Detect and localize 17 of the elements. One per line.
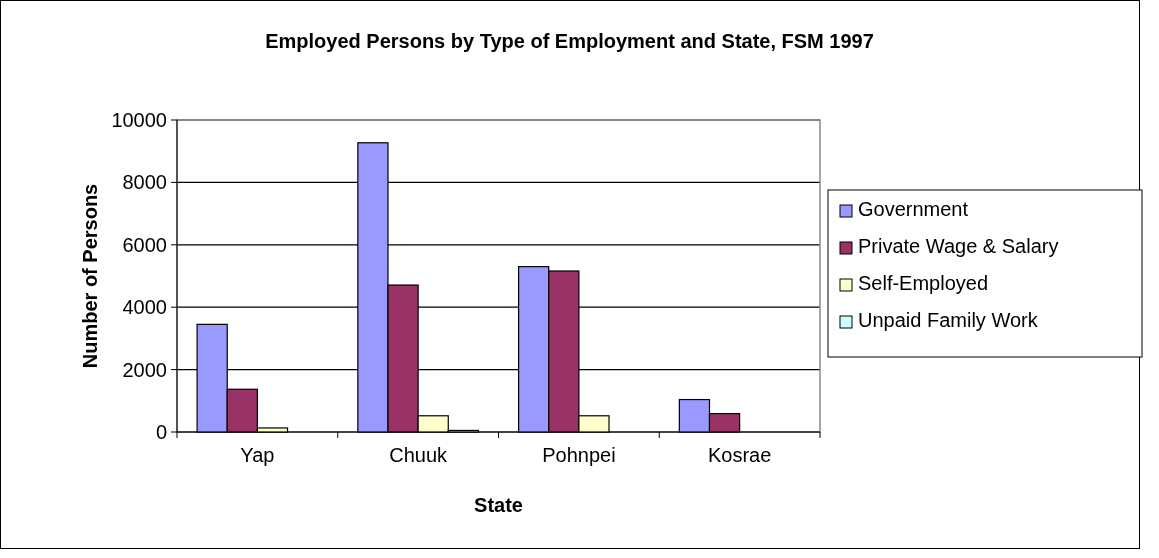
y-tick-label: 6000	[122, 233, 167, 256]
legend-label: Unpaid Family Work	[858, 309, 1039, 331]
legend-label: Government	[858, 198, 969, 220]
y-axis-title: Number of Persons	[79, 183, 101, 369]
x-tick-label: Kosrae	[707, 444, 772, 466]
x-tick-label: Yap	[240, 444, 275, 466]
y-tick-label: 2000	[122, 358, 167, 381]
x-axis-title: State	[474, 494, 523, 516]
y-tick-label: 4000	[122, 296, 167, 319]
y-tick-label: 10000	[111, 109, 167, 131]
x-tick-label: Chuuk	[389, 444, 449, 466]
y-tick-label: 8000	[122, 171, 167, 194]
legend-label: Private Wage & Salary	[858, 235, 1059, 257]
legend-label: Self-Employed	[858, 272, 989, 294]
chart-title: Employed Persons by Type of Employment and State, FSM 1997	[265, 30, 874, 52]
y-tick-label: 0	[155, 421, 167, 443]
x-tick-label: Pohnpei	[542, 444, 616, 466]
